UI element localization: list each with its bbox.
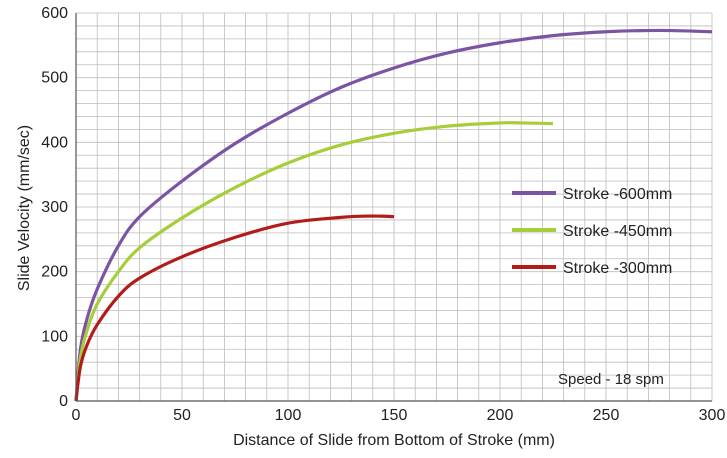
tick-labels: 0 50 100 150 200 250 300 0 100 200 300 400 500 600 bbox=[41, 5, 725, 424]
series-line-1 bbox=[74, 28, 713, 402]
series-line-3 bbox=[74, 214, 395, 402]
x-tick-label: 150 bbox=[381, 407, 408, 424]
axes bbox=[75, 13, 712, 402]
x-tick-label: 200 bbox=[487, 407, 514, 424]
grid bbox=[75, 12, 713, 402]
legend: Stroke -600mm Stroke -450mm Stroke -300mm bbox=[512, 186, 672, 277]
x-tick-label: 100 bbox=[275, 407, 302, 424]
x-axis-label: Distance of Slide from Bottom of Stroke … bbox=[233, 432, 555, 449]
x-tick-label: 250 bbox=[593, 407, 620, 424]
y-tick-label: 600 bbox=[41, 5, 68, 22]
series-line-2 bbox=[74, 121, 554, 402]
y-tick-label: 0 bbox=[59, 393, 68, 410]
legend-label-1: Stroke -600mm bbox=[563, 186, 672, 203]
legend-label-2: Stroke -450mm bbox=[563, 223, 672, 240]
legend-label-3: Stroke -300mm bbox=[563, 260, 672, 277]
y-axis-label: Slide Velocity (mm/sec) bbox=[16, 125, 33, 291]
y-tick-label: 400 bbox=[41, 134, 68, 151]
y-tick-label: 200 bbox=[41, 264, 68, 281]
speed-annotation: Speed - 18 spm bbox=[558, 371, 664, 388]
x-tick-label: 300 bbox=[699, 407, 726, 424]
y-tick-label: 100 bbox=[41, 328, 68, 345]
x-tick-label: 50 bbox=[173, 407, 191, 424]
x-tick-label: 0 bbox=[72, 407, 81, 424]
y-tick-label: 500 bbox=[41, 70, 68, 87]
series-lines bbox=[74, 28, 713, 402]
y-tick-label: 300 bbox=[41, 199, 68, 216]
